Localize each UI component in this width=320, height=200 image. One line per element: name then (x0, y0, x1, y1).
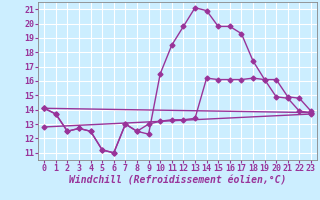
X-axis label: Windchill (Refroidissement éolien,°C): Windchill (Refroidissement éolien,°C) (69, 176, 286, 186)
